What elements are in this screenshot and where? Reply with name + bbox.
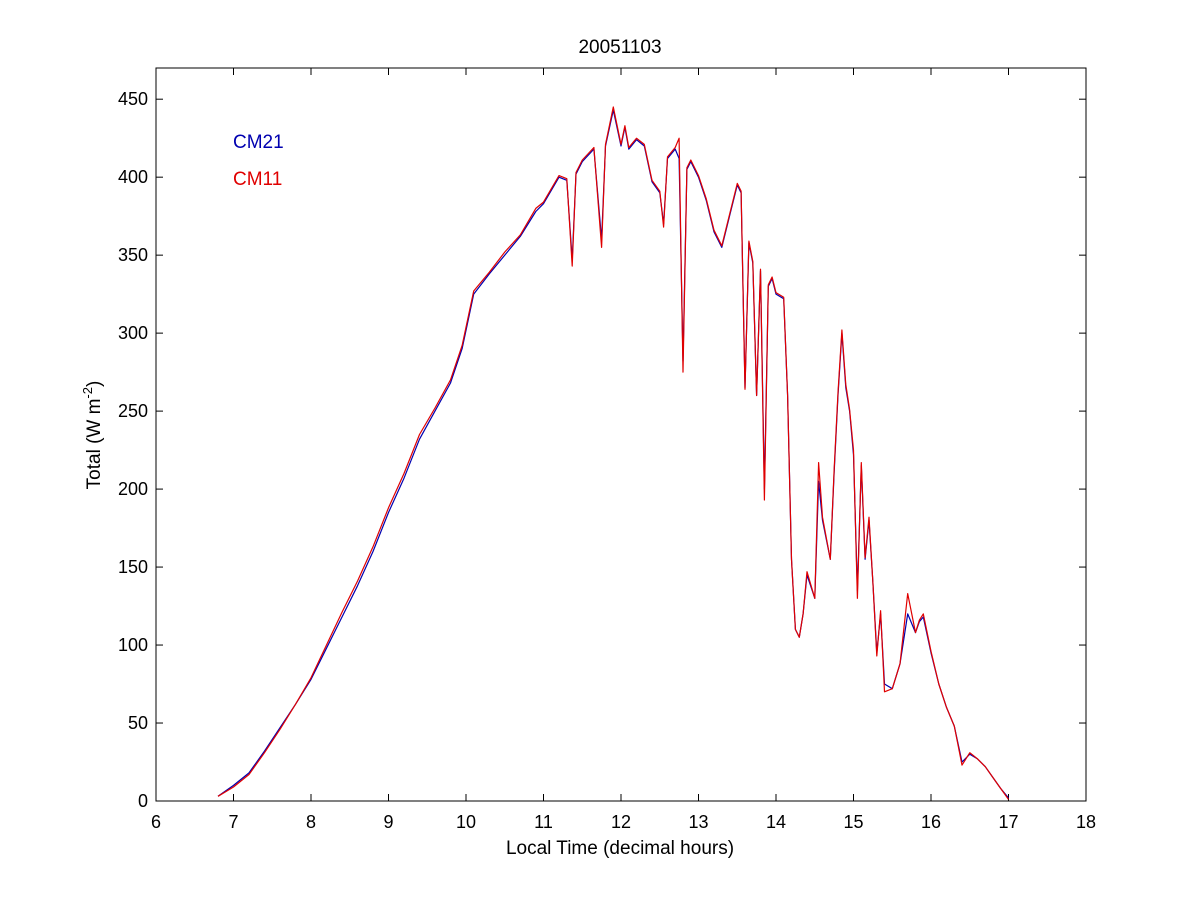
y-tick-label: 200 (118, 479, 148, 499)
y-tick-label: 50 (128, 713, 148, 733)
y-axis-label-main: Total (W m (84, 399, 105, 490)
x-tick-label: 12 (611, 812, 631, 832)
y-tick-label: 450 (118, 89, 148, 109)
x-tick-label: 8 (306, 812, 316, 832)
plot-area-frame (155, 67, 1087, 802)
legend-entry-cm21: CM21 (233, 132, 284, 153)
y-axis-label-superscript: -2 (80, 387, 95, 399)
x-tick-label: 18 (1076, 812, 1096, 832)
y-axis-label-close: ) (84, 381, 105, 387)
x-tick-label: 11 (534, 812, 553, 832)
x-axis-ticks: 6 7 8 9 10 11 12 13 14 15 16 17 18 (151, 68, 1096, 832)
legend-entry-cm11: CM11 (233, 169, 282, 190)
x-tick-label: 9 (383, 812, 393, 832)
y-axis-ticks: 0 50 100 150 200 250 300 350 400 450 (118, 89, 1086, 811)
x-tick-label: 17 (998, 812, 1018, 832)
y-tick-label: 0 (138, 791, 148, 811)
x-tick-label: 13 (688, 812, 708, 832)
x-tick-label: 6 (151, 812, 161, 832)
y-tick-label: 100 (118, 635, 148, 655)
y-tick-label: 250 (118, 401, 148, 421)
x-tick-label: 10 (456, 812, 476, 832)
series-line-cm11 (217, 106, 1009, 800)
x-tick-label: 16 (921, 812, 941, 832)
y-axis-label: Total (W m-2) (80, 381, 105, 490)
y-tick-label: 150 (118, 557, 148, 577)
x-tick-label: 14 (766, 812, 786, 832)
chart-title: 20051103 (578, 37, 661, 58)
x-axis-label: Local Time (decimal hours) (506, 838, 734, 859)
series-layer (217, 106, 1009, 800)
y-tick-label: 350 (118, 245, 148, 265)
x-tick-label: 15 (843, 812, 863, 832)
y-tick-label: 400 (118, 167, 148, 187)
x-tick-label: 7 (228, 812, 238, 832)
y-tick-label: 300 (118, 323, 148, 343)
